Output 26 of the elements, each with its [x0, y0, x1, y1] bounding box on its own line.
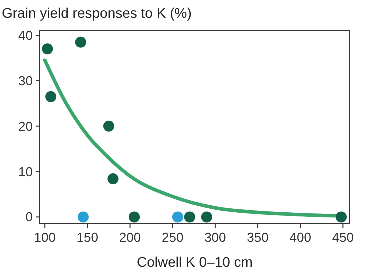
x-tick-label: 100	[34, 230, 56, 245]
point	[129, 212, 140, 223]
point	[172, 212, 184, 223]
x-tick-label: 200	[119, 230, 142, 245]
x-axis-title: Colwell K 0–10 cm	[137, 254, 253, 270]
y-tick-label: 10	[18, 164, 33, 180]
y-axis-title: Grain yield responses to K (%)	[2, 5, 192, 21]
x-tick-label: 250	[162, 230, 184, 245]
point	[201, 212, 212, 223]
x-tick-label: 400	[290, 230, 312, 245]
point	[108, 174, 119, 185]
point	[75, 36, 86, 48]
point	[78, 212, 89, 223]
point	[336, 212, 347, 223]
x-tick-label: 150	[76, 230, 99, 245]
y-tick-label: 0	[26, 210, 33, 225]
y-tick-label: 40	[18, 28, 33, 44]
x-tick-label: 350	[247, 230, 269, 245]
y-tick-label: 20	[18, 118, 33, 134]
point	[103, 120, 114, 132]
point	[184, 212, 196, 223]
x-tick-label: 450	[332, 230, 354, 245]
x-tick-label: 300	[204, 230, 226, 245]
y-tick-label: 30	[18, 74, 33, 89]
point	[46, 91, 57, 102]
point	[42, 44, 54, 55]
